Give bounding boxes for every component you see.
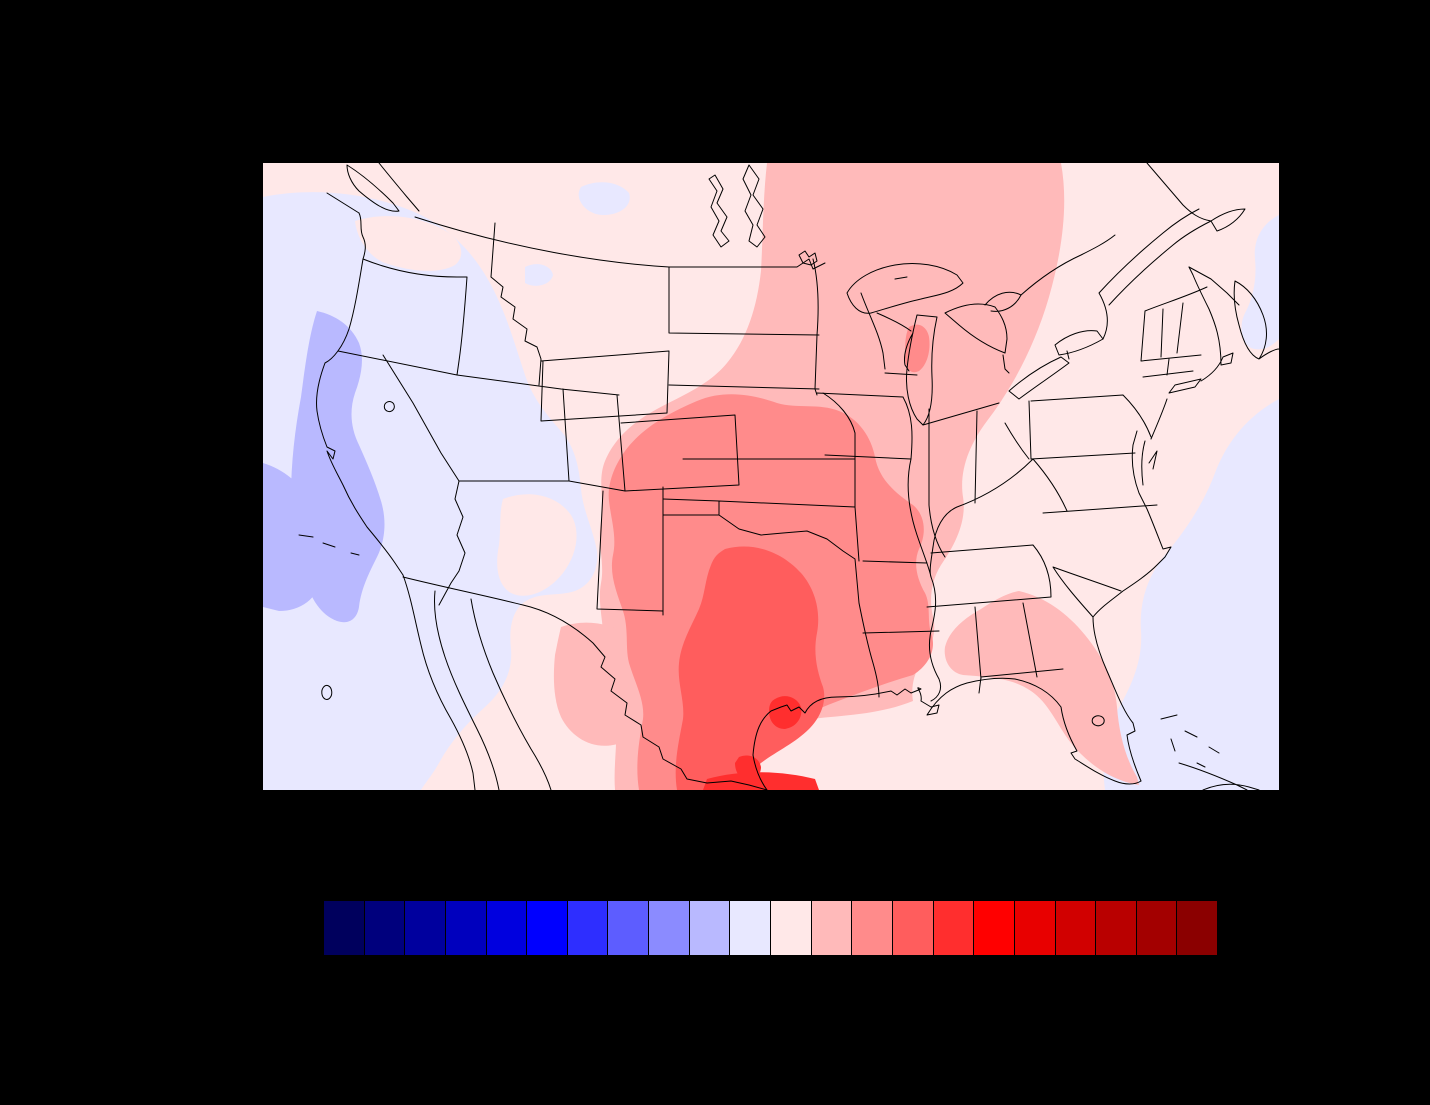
colorbar-segment xyxy=(445,901,486,955)
us-anomaly-map xyxy=(263,163,1279,790)
colorbar-segment xyxy=(689,901,730,955)
colorbar-segment xyxy=(933,901,974,955)
southern-state-lines xyxy=(862,544,1064,702)
colorbar-segment xyxy=(1136,901,1177,955)
colorbar-segment xyxy=(730,901,771,955)
gulf-coastline xyxy=(752,677,1142,790)
plains-state-lines xyxy=(662,258,880,698)
colorbar-segment xyxy=(364,901,405,955)
contour-region-southeast-positive1 xyxy=(944,591,1139,785)
us-canada-border xyxy=(414,216,826,270)
colorbar-segment xyxy=(852,901,892,955)
colorbar-segment xyxy=(608,901,649,955)
colorbar-segment xyxy=(324,901,364,955)
maritimes-nova-scotia xyxy=(1188,266,1279,360)
western-state-lines xyxy=(337,222,740,616)
contour-region-arizona-nearzero-pocket xyxy=(497,494,577,596)
contour-fills xyxy=(263,163,1279,790)
colorbar-segment xyxy=(527,901,567,955)
cuba-bahamas xyxy=(1160,714,1260,790)
us-mexico-border-rio-grande xyxy=(402,576,768,790)
guadalupe-island xyxy=(321,684,333,700)
colorbar xyxy=(323,900,1218,956)
contour-region-texas-positive3 xyxy=(675,546,825,790)
colorbar-segment xyxy=(1014,901,1055,955)
lake-winnipeg-lakes xyxy=(708,164,818,266)
pacific-coastline xyxy=(316,212,404,576)
contour-region-california-negative2 xyxy=(263,311,385,623)
colorbar-segment xyxy=(567,901,608,955)
map-frame xyxy=(262,162,1280,791)
colorbar-segment xyxy=(811,901,852,955)
map-borders xyxy=(298,163,1279,790)
baja-and-gulf-of-california xyxy=(402,574,552,790)
contour-region-gulfcoast-positive4 xyxy=(703,696,819,790)
florida-east-coast-okeechobee xyxy=(1091,616,1142,782)
atlantic-coastline xyxy=(1092,266,1234,618)
colorbar-segment xyxy=(892,901,933,955)
colorbar-segment xyxy=(1177,901,1218,955)
colorbar-segment xyxy=(649,901,689,955)
contour-region-novascotia-negative xyxy=(1241,215,1279,350)
colorbar-segment xyxy=(771,901,811,955)
contour-region-atlantic-negative xyxy=(1103,399,1279,790)
st-lawrence-river xyxy=(1020,163,1246,340)
colorbar-segment xyxy=(1096,901,1136,955)
colorbar-segment xyxy=(1055,901,1096,955)
eastern-state-lines xyxy=(1004,286,1208,618)
contour-region-washington-nearzero-pocket xyxy=(355,216,462,271)
colorbar-segment xyxy=(486,901,527,955)
colorbar-segment xyxy=(974,901,1014,955)
contour-region-prairie-negative-pocket xyxy=(525,182,630,286)
midwest-state-lines xyxy=(814,292,1034,578)
colorbar-segment xyxy=(405,901,445,955)
channel-islands xyxy=(298,534,360,556)
canada-coast-and-vancouver-island xyxy=(326,163,420,214)
